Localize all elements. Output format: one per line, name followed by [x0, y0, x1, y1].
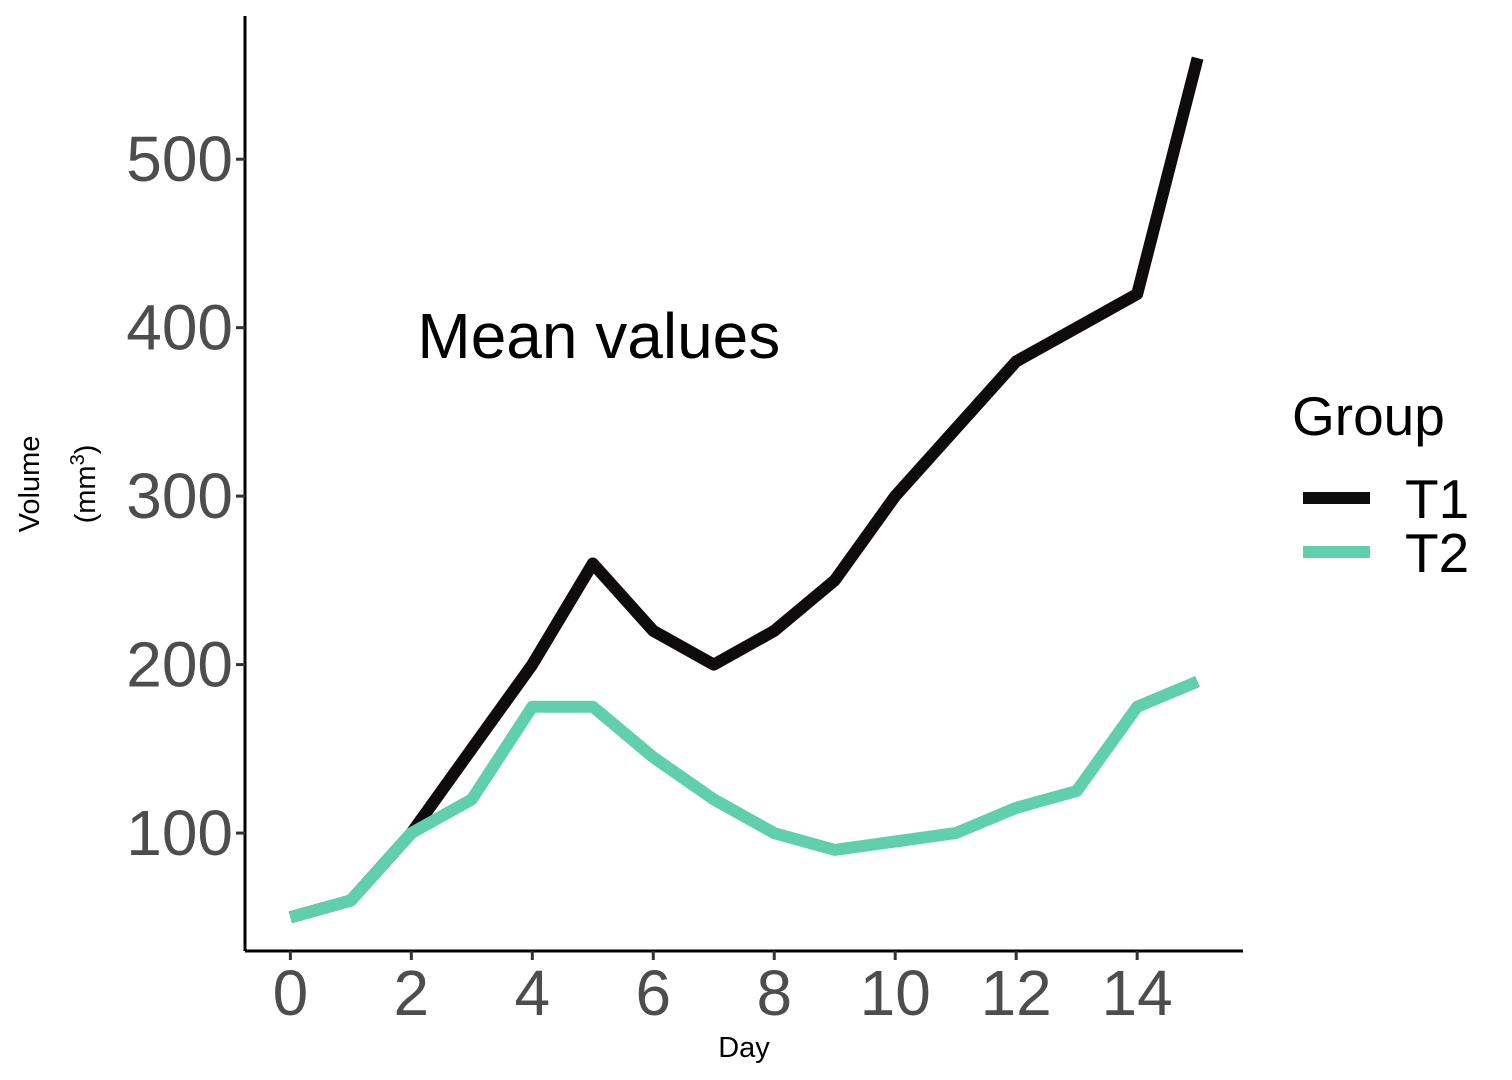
- y-tick-label: 200: [126, 629, 233, 701]
- legend-title: Group: [1292, 385, 1445, 447]
- x-tick-label: 8: [756, 957, 792, 1029]
- x-axis-title: Day: [718, 1032, 770, 1064]
- y-axis-unit-suffix: ): [70, 445, 102, 455]
- x-tick-label: 12: [981, 957, 1052, 1029]
- x-tick-label: 10: [860, 957, 931, 1029]
- legend-label-t2: T2: [1405, 522, 1469, 584]
- series-line-t2: [288, 675, 1200, 924]
- y-axis-ticks: 100 200 300 400 500: [126, 123, 245, 869]
- x-tick-label: 6: [635, 957, 671, 1029]
- x-tick-label: 14: [1102, 957, 1173, 1029]
- y-axis-title-line2: (mm3): [67, 445, 102, 524]
- y-tick-label: 400: [126, 292, 233, 364]
- y-axis-title-line1: Volume: [14, 436, 46, 533]
- series-line-t1: [288, 56, 1204, 924]
- annotation-text: Mean values: [417, 300, 780, 372]
- series-layer: [288, 56, 1204, 924]
- x-tick-label: 0: [273, 957, 309, 1029]
- y-axis-unit-superscript: 3: [67, 454, 89, 465]
- legend-label-t1: T1: [1405, 468, 1469, 530]
- y-tick-label: 100: [126, 797, 233, 869]
- x-tick-label: 2: [394, 957, 430, 1029]
- x-axis-ticks: 0 2 4 6 8 10 12 14: [273, 951, 1173, 1029]
- x-tick-label: 4: [515, 957, 551, 1029]
- y-tick-label: 300: [126, 460, 233, 532]
- y-tick-label: 500: [126, 123, 233, 195]
- y-axis-unit-prefix: (mm: [70, 465, 102, 523]
